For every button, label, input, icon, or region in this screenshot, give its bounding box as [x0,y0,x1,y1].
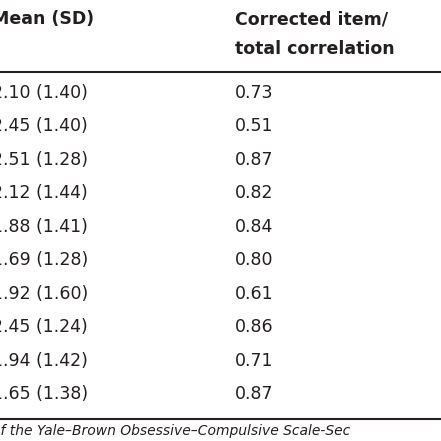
Text: 1.65 (1.38): 1.65 (1.38) [0,385,88,403]
Text: 1.94 (1.42): 1.94 (1.42) [0,352,88,370]
Text: 0.82: 0.82 [235,184,273,202]
Text: 0.87: 0.87 [235,151,273,169]
Text: of the Yale–Brown Obsessive–Compulsive Scale-Sec: of the Yale–Brown Obsessive–Compulsive S… [0,424,350,438]
Text: 0.84: 0.84 [235,218,273,236]
Text: 0.86: 0.86 [235,318,273,336]
Text: Corrected item/: Corrected item/ [235,10,388,28]
Text: 0.87: 0.87 [235,385,273,403]
Text: 0.80: 0.80 [235,251,273,269]
Text: 0.73: 0.73 [235,84,273,102]
Text: total correlation: total correlation [235,40,395,58]
Text: 2.51 (1.28): 2.51 (1.28) [0,151,88,169]
Text: Mean (SD): Mean (SD) [0,10,94,28]
Text: 2.45 (1.24): 2.45 (1.24) [0,318,88,336]
Text: 0.71: 0.71 [235,352,273,370]
Text: 2.10 (1.40): 2.10 (1.40) [0,84,88,102]
Text: 2.12 (1.44): 2.12 (1.44) [0,184,88,202]
Text: 0.61: 0.61 [235,285,273,303]
Text: 1.88 (1.41): 1.88 (1.41) [0,218,88,236]
Text: 2.45 (1.40): 2.45 (1.40) [0,117,88,135]
Text: 1.92 (1.60): 1.92 (1.60) [0,285,88,303]
Text: 0.51: 0.51 [235,117,273,135]
Text: 1.69 (1.28): 1.69 (1.28) [0,251,88,269]
